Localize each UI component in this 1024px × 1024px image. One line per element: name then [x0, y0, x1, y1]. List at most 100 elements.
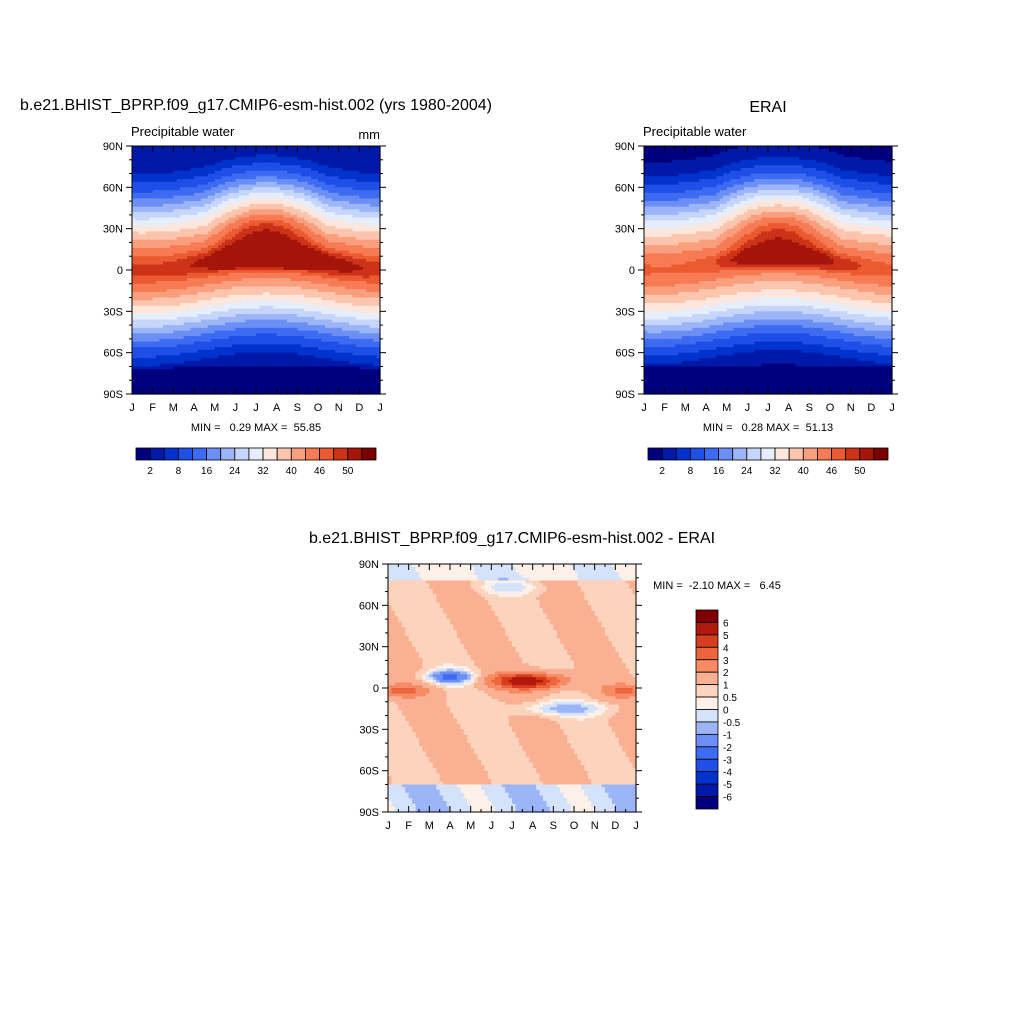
panel1-cell — [211, 231, 216, 235]
panel1-cell — [221, 256, 226, 260]
panel1-cell — [159, 220, 164, 224]
panel1-cell — [138, 190, 143, 194]
panel1-cell — [256, 209, 261, 213]
panel1-cell — [335, 192, 340, 197]
panel1-cell — [235, 151, 240, 155]
panel1-cell — [176, 184, 181, 188]
panel1-cell — [349, 146, 354, 150]
panel1-cell — [138, 261, 143, 266]
panel1-cell — [300, 247, 305, 252]
panel1-cell — [176, 176, 181, 180]
panel1-cell — [283, 192, 288, 197]
panel1-cell — [211, 173, 216, 177]
panel1-cell — [166, 198, 171, 202]
panel1-cell — [221, 264, 226, 268]
panel1-cell — [252, 157, 257, 161]
panel1-cell — [159, 242, 164, 246]
panel1-cell — [242, 170, 247, 175]
panel1-cell — [132, 165, 137, 169]
panel1-cell — [293, 173, 298, 177]
panel1-cell — [173, 168, 178, 172]
panel1-cell — [297, 250, 302, 255]
panel1-cell — [269, 181, 274, 186]
panel1-cell — [135, 201, 140, 205]
panel1-cell — [300, 179, 305, 183]
panel1-cell — [183, 250, 188, 255]
panel1-cell — [328, 225, 333, 230]
panel1-cell — [235, 179, 240, 183]
panel1-cell — [369, 201, 374, 205]
panel1-cell — [266, 170, 271, 175]
panel1-cell — [204, 165, 209, 169]
panel1-cell — [163, 234, 168, 238]
panel1-cell — [331, 212, 336, 216]
panel1-cell — [338, 151, 343, 155]
panel1-cell — [335, 203, 340, 208]
panel1-cell — [273, 192, 278, 197]
panel1-cell — [273, 250, 278, 255]
panel1-cell — [256, 212, 261, 216]
panel1-cell — [352, 242, 357, 246]
panel1-cell — [180, 212, 185, 216]
panel1-cell — [373, 162, 378, 166]
panel1-cell — [211, 159, 216, 164]
panel1-cell — [349, 220, 354, 224]
panel1-cell — [245, 187, 250, 191]
panel1-cell — [152, 212, 157, 216]
panel1-cell — [366, 256, 371, 260]
panel1-cell — [321, 187, 326, 191]
panel1-cell — [242, 179, 247, 183]
panel1-cell — [183, 272, 188, 277]
panel1-cell — [311, 168, 316, 172]
panel1-cell — [349, 247, 354, 252]
panel1-cell — [135, 225, 140, 230]
panel1-cell — [290, 154, 295, 158]
panel1-cell — [190, 203, 195, 208]
panel1-cell — [163, 223, 168, 227]
panel1-cell — [242, 198, 247, 202]
panel1-cell — [204, 256, 209, 260]
panel1-cell — [228, 212, 233, 216]
panel1-cell — [149, 195, 154, 199]
panel1-cell — [307, 181, 312, 186]
panel1-cell — [276, 228, 281, 233]
panel1-cell — [304, 151, 309, 155]
panel1-cell — [163, 228, 168, 233]
panel1-cell — [287, 236, 292, 241]
panel1-cell — [249, 245, 254, 249]
panel1-cell — [324, 203, 329, 208]
panel1-cell — [218, 220, 223, 224]
panel1-cell — [318, 192, 323, 197]
panel1-cell — [256, 190, 261, 194]
panel1-cell — [225, 272, 230, 277]
panel1-cell — [228, 223, 233, 227]
panel1-cell — [245, 195, 250, 199]
panel1-cell — [338, 187, 343, 191]
panel1-cell — [163, 157, 168, 161]
panel1-cell — [362, 170, 367, 175]
panel1-cell — [369, 236, 374, 241]
panel1-cell — [304, 203, 309, 208]
panel1-cell — [276, 253, 281, 257]
panel1-cell — [280, 201, 285, 205]
panel1-cell — [273, 176, 278, 180]
panel1-cell — [311, 170, 316, 175]
panel1-cell — [345, 239, 350, 244]
panel1-cell — [269, 187, 274, 191]
panel1-cell — [304, 162, 309, 166]
panel1-cell — [176, 151, 181, 155]
panel1-cell — [362, 148, 367, 153]
panel1-cell — [256, 168, 261, 172]
panel1-cell — [221, 225, 226, 230]
panel1-cell — [221, 154, 226, 158]
panel1-cell — [311, 176, 316, 180]
panel1-cell — [176, 195, 181, 199]
panel1-cell — [142, 270, 147, 274]
panel1-cell — [211, 212, 216, 216]
panel1-cell — [283, 159, 288, 164]
panel1-cell — [290, 209, 295, 213]
panel1-cell — [142, 198, 147, 202]
panel1-cell — [214, 261, 219, 266]
panel1-cell — [166, 179, 171, 183]
panel1-cell — [187, 157, 192, 161]
